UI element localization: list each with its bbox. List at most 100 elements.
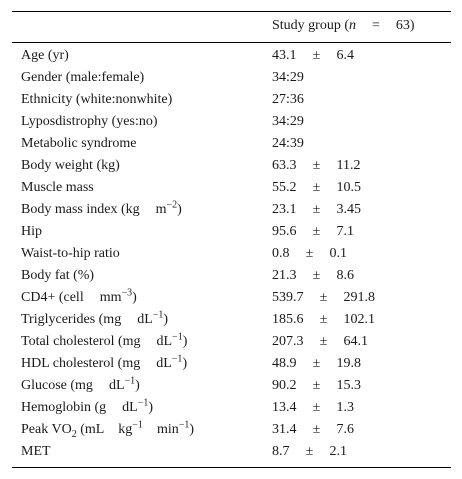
sd-value: 0.1	[329, 246, 348, 261]
row-label: Body mass index (kg m−2)	[21, 199, 182, 217]
row-value: 539.7 ±291.8	[272, 287, 375, 309]
row-label: MET	[21, 444, 51, 459]
mean-value: 13.4	[272, 400, 297, 415]
row-value: 23.1 ±3.45	[272, 199, 361, 221]
table-row: Lyposdistrophy (yes:no) 34:29	[12, 111, 451, 133]
row-label: CD4+ (cell mm−3)	[21, 287, 137, 305]
sd-value: 15.3	[336, 378, 362, 393]
table-row: Hip 95.6 ±7.1	[12, 221, 451, 243]
row-value: 34:29	[272, 70, 304, 85]
mean-value: 90.2	[272, 378, 297, 393]
table-row: MET 8.7 ±2.1	[12, 441, 451, 463]
row-label: Metabolic syndrome	[21, 136, 137, 151]
row-label: Total cholesterol (mg dL−1)	[21, 331, 188, 349]
sd-value: 10.5	[336, 180, 362, 195]
row-value: 55.2 ±10.5	[272, 177, 361, 199]
sd-value: 102.1	[343, 312, 376, 327]
table-row: Body fat (%) 21.3 ±8.6	[12, 265, 451, 287]
sd-value: 19.8	[336, 356, 362, 371]
row-value: 8.7 ±2.1	[272, 441, 347, 463]
mean-value: 23.1	[272, 202, 297, 217]
row-label: Waist-to-hip ratio	[21, 246, 120, 261]
plus-minus: ±	[305, 444, 314, 459]
header-study-group: Study group (n = 63)	[272, 18, 415, 33]
row-value: 95.6 ±7.1	[272, 221, 354, 243]
plus-minus: ±	[312, 202, 321, 217]
data-table: Study group (n = 63) Age (yr) 43.1 ±6.4 Gende…	[12, 11, 451, 468]
plus-minus: ±	[312, 268, 321, 283]
table-row: Gender (male:female) 34:29	[12, 67, 451, 89]
row-label: Muscle mass	[21, 180, 94, 195]
mean-value: 8.7	[272, 444, 290, 459]
table-header: Study group (n = 63)	[12, 12, 451, 42]
sd-value: 291.8	[343, 290, 376, 305]
row-label: Lyposdistrophy (yes:no)	[21, 114, 158, 129]
row-value: 48.9 ±19.8	[272, 353, 361, 375]
bottom-rule	[12, 467, 451, 468]
row-value: 34:29	[272, 114, 304, 129]
sd-value: 3.45	[336, 202, 362, 217]
mean-value: 31.4	[272, 422, 297, 437]
sd-value: 64.1	[343, 334, 369, 349]
plus-minus: ±	[319, 334, 328, 349]
plus-minus: ±	[312, 224, 321, 239]
row-value: 27:36	[272, 92, 304, 107]
table-row: Hemoglobin (g dL−1) 13.4 ±1.3	[12, 397, 451, 419]
plus-minus: ±	[312, 158, 321, 173]
row-value: 185.6 ±102.1	[272, 309, 375, 331]
table-row: Total cholesterol (mg dL−1) 207.3 ±64.1	[12, 331, 451, 353]
top-rule	[12, 11, 451, 12]
table-body: Age (yr) 43.1 ±6.4 Gender (male:female) 34:2…	[12, 45, 451, 467]
row-value: 207.3 ±64.1	[272, 331, 368, 353]
header-rule	[12, 42, 451, 43]
row-label: Hemoglobin (g dL−1)	[21, 397, 154, 415]
plus-minus: ±	[319, 312, 328, 327]
mean-value: 21.3	[272, 268, 297, 283]
table-row: Peak VO2 (mL kg−1 min−1) 31.4 ±7.6	[12, 419, 451, 441]
row-label: HDL cholesterol (mg dL−1)	[21, 353, 188, 371]
sd-value: 2.1	[329, 444, 348, 459]
table-row: Metabolic syndrome 24:39	[12, 133, 451, 155]
row-value: 21.3 ±8.6	[272, 265, 354, 287]
row-value: 90.2 ±15.3	[272, 375, 361, 397]
plus-minus: ±	[312, 356, 321, 371]
sd-value: 7.1	[336, 224, 355, 239]
row-value: 13.4 ±1.3	[272, 397, 354, 419]
row-label: Ethnicity (white:nonwhite)	[21, 92, 173, 107]
mean-value: 185.6	[272, 312, 304, 327]
table-row: Age (yr) 43.1 ±6.4	[12, 45, 451, 67]
row-label: Peak VO2 (mL kg−1 min−1)	[21, 419, 195, 440]
table-row: Triglycerides (mg dL−1) 185.6 ±102.1	[12, 309, 451, 331]
row-value: 0.8 ±0.1	[272, 243, 347, 265]
row-label: Body fat (%)	[21, 268, 95, 283]
row-label: Hip	[21, 224, 42, 239]
table-row: Body weight (kg) 63.3 ±11.2	[12, 155, 451, 177]
plus-minus: ±	[305, 246, 314, 261]
mean-value: 48.9	[272, 356, 297, 371]
sd-value: 11.2	[336, 158, 361, 173]
table-row: Waist-to-hip ratio 0.8 ±0.1	[12, 243, 451, 265]
row-value: 31.4 ±7.6	[272, 419, 354, 441]
sd-value: 8.6	[336, 268, 355, 283]
table-row: Ethnicity (white:nonwhite) 27:36	[12, 89, 451, 111]
row-label: Gender (male:female)	[21, 70, 145, 85]
plus-minus: ±	[312, 422, 321, 437]
plus-minus: ±	[312, 378, 321, 393]
mean-value: 55.2	[272, 180, 297, 195]
table-row: CD4+ (cell mm−3) 539.7 ±291.8	[12, 287, 451, 309]
mean-value: 0.8	[272, 246, 290, 261]
row-label: Triglycerides (mg dL−1)	[21, 309, 169, 327]
table-row: Glucose (mg dL−1) 90.2 ±15.3	[12, 375, 451, 397]
table-row: Muscle mass 55.2 ±10.5	[12, 177, 451, 199]
plus-minus: ±	[312, 180, 321, 195]
plus-minus: ±	[312, 400, 321, 415]
table-row: HDL cholesterol (mg dL−1) 48.9 ±19.8	[12, 353, 451, 375]
row-value: 24:39	[272, 136, 304, 151]
mean-value: 63.3	[272, 158, 297, 173]
plus-minus: ±	[319, 290, 328, 305]
table-row: Body mass index (kg m−2) 23.1 ±3.45	[12, 199, 451, 221]
row-value: 43.1 ±6.4	[272, 45, 354, 67]
sd-value: 1.3	[336, 400, 355, 415]
sd-value: 6.4	[336, 48, 355, 63]
row-label: Body weight (kg)	[21, 158, 120, 173]
